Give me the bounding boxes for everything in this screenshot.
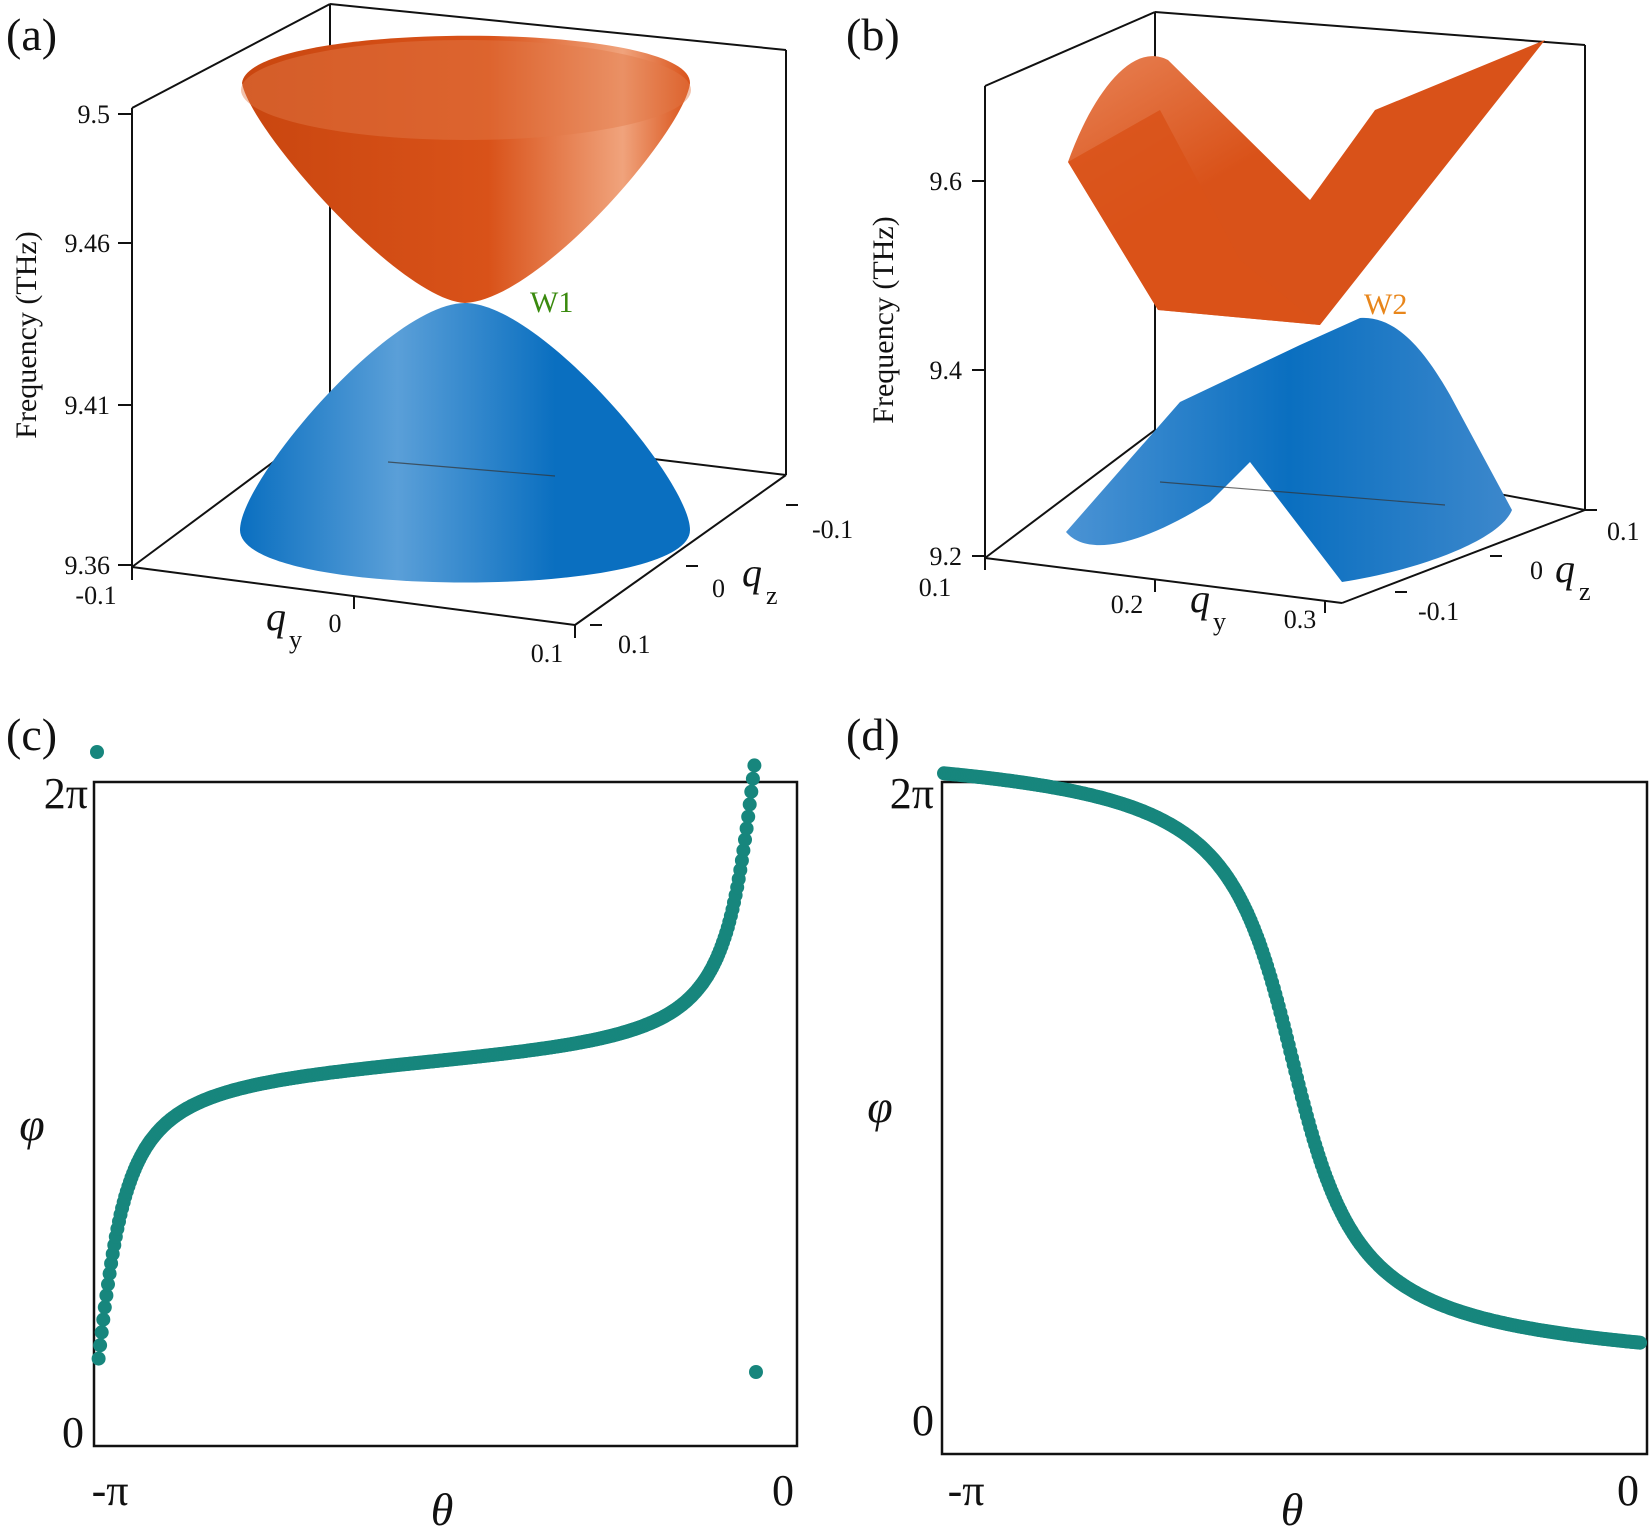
panel-a-qy-subscript: y [289,625,302,654]
panel-c-label: (c) [6,709,57,760]
panel-b-qz-label: q z [1555,546,1591,606]
panel-b-label: (b) [846,9,900,60]
panel-d-xtick-right: 0 [1617,1466,1639,1515]
panel-a-ztick: 9.41 [65,391,111,420]
panel-b-z-ticks: 9.6 9.4 9.2 [930,167,963,571]
panel-a-qytick: -0.1 [75,581,116,610]
panel-b: (b) [846,9,1640,636]
panel-d-ytick-top: 2π [890,769,934,818]
panel-d-ytick-bottom: 0 [912,1396,934,1445]
panel-b-ztick: 9.4 [930,356,963,385]
panel-d-xtick-left: -π [948,1466,985,1515]
panel-a-qy-ticks: -0.1 0 0.1 [75,581,563,668]
panel-c-point [741,809,756,824]
panel-c-ytick-bottom: 0 [62,1408,84,1457]
panel-c-point [96,1312,111,1327]
panel-c-xtick-right: 0 [772,1466,794,1515]
panel-b-qy-label: q y [1190,576,1226,636]
panel-b-w2-label: W2 [1364,288,1407,321]
panel-b-qytick: 0.1 [919,573,952,602]
panel-c-point [745,771,760,786]
panel-b-box [972,11,1597,613]
panel-c-point [736,843,751,858]
panel-a-qz-ticks: -0.1 0 0.1 [618,515,853,659]
panel-a-qz-subscript: z [766,581,778,610]
panel-b-grid-line [1159,481,1446,506]
panel-b-qytick: 0.2 [1111,590,1144,619]
panel-a-label: (a) [6,9,57,60]
panel-c-point [90,745,104,759]
panel-a-upper-band-rim [241,40,691,140]
panel-c: (c) 2π 0 -π 0 θ φ [6,709,799,1531]
panel-c-point [99,1288,114,1303]
panel-c-point [747,758,762,773]
panel-a-lower-band [240,303,690,583]
panel-b-lower-band [1066,317,1512,582]
panel-d-point [1633,1335,1647,1350]
panel-a-grid-line [387,461,556,477]
panel-a-ztick: 9.46 [65,229,111,258]
panel-c-ylabel: φ [19,1099,44,1150]
panel-c-point [93,1338,108,1353]
panel-b-ztick: 9.2 [930,542,963,571]
panel-a-ylabel: Frequency (THz) [10,231,43,438]
panel-a: (a) [6,3,853,668]
panel-d: (d) 2π 0 -π 0 θ φ [846,709,1649,1531]
panel-b-ztick: 9.6 [930,167,963,196]
panel-b-qztick: 0 [1530,556,1543,585]
panel-c-xlabel: θ [431,1484,454,1531]
panel-a-qz-symbol: q [742,550,762,595]
panel-c-point [739,821,754,836]
panel-a-qy-label: q y [266,594,302,654]
panel-c-point [742,797,757,812]
panel-a-qz-label: q z [742,550,778,610]
panel-c-frame [92,780,799,1448]
panel-a-w1-label: W1 [530,286,573,319]
panel-c-ytick-top: 2π [44,769,88,818]
panel-a-qytick: 0 [329,609,342,638]
panel-d-points [937,766,1647,1350]
panel-b-qy-ticks: 0.1 0.2 0.3 [919,573,1317,634]
panel-d-xlabel: θ [1281,1484,1304,1531]
panel-a-upper-band [242,35,690,303]
panel-c-point [91,1351,106,1366]
panel-b-qy-symbol: q [1190,576,1210,621]
panel-c-points [90,745,763,1379]
panel-a-qy-symbol: q [266,594,286,639]
panel-d-ylabel: φ [867,1081,892,1132]
panel-a-ztick: 9.36 [65,551,111,580]
panel-b-qz-subscript: z [1579,577,1591,606]
panel-c-point [101,1277,115,1292]
panel-a-qztick: -0.1 [812,515,853,544]
panel-a-qztick: 0 [712,574,725,603]
panel-c-point [94,1325,109,1340]
panel-c-point [738,832,752,847]
panel-b-qz-symbol: q [1555,546,1575,591]
panel-c-point [744,784,759,799]
panel-a-z-ticks: 9.5 9.46 9.41 9.36 [65,100,111,580]
panel-c-point [97,1300,112,1315]
panel-b-qy-subscript: y [1213,607,1226,636]
panel-c-xtick-left: -π [92,1466,129,1515]
panel-a-ztick: 9.5 [78,100,111,129]
panel-b-upper-band-face [1068,110,1320,325]
panel-d-label: (d) [846,709,900,760]
panel-b-ylabel: Frequency (THz) [867,216,900,423]
panel-a-qytick: 0.1 [531,639,564,668]
panel-d-frame [940,780,1649,1456]
panel-b-qz-ticks: 0.1 0 -0.1 [1418,517,1640,626]
panel-b-qztick: -0.1 [1418,597,1459,626]
panel-b-qytick: 0.3 [1284,605,1317,634]
panel-c-point [749,1365,763,1379]
panel-b-qztick: 0.1 [1607,517,1640,546]
panel-a-qztick: 0.1 [618,630,651,659]
